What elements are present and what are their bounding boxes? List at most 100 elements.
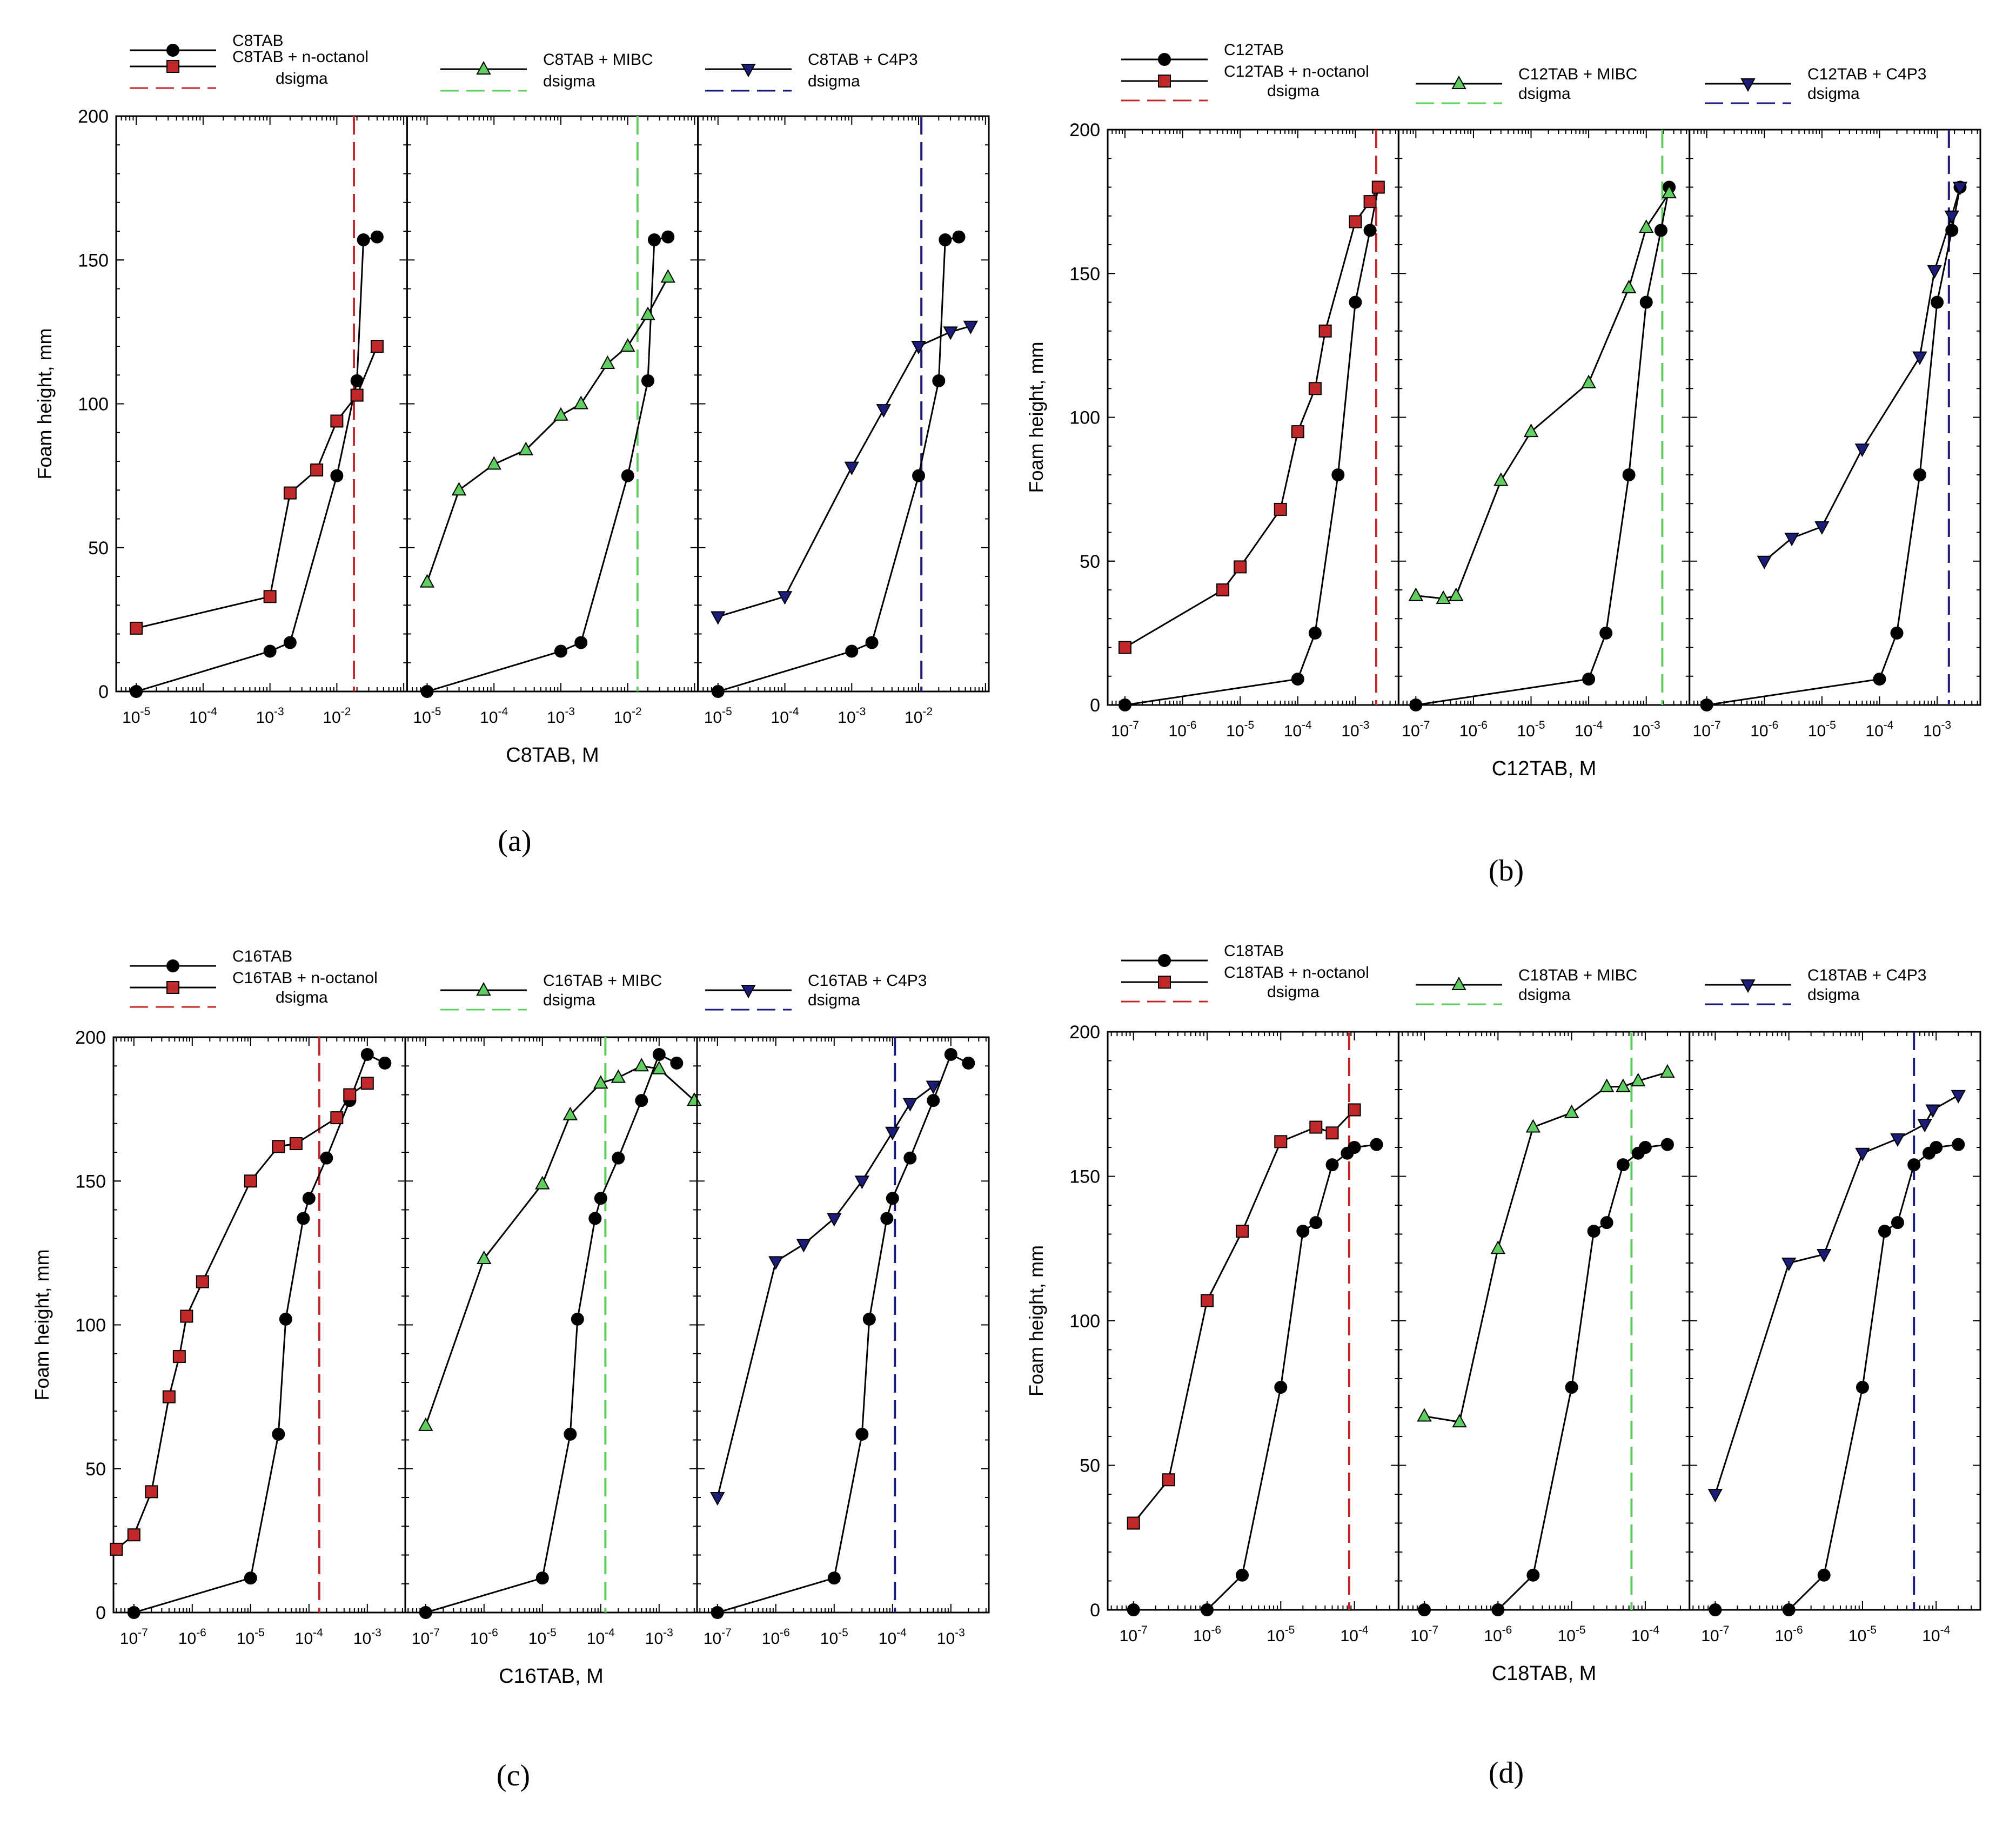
series-1-line (1133, 1109, 1355, 1524)
baseline-line (133, 1053, 385, 1614)
series-1-point-0 (110, 1542, 123, 1556)
series-3-point-6 (1944, 210, 1959, 224)
series-1-point-3 (162, 1390, 176, 1403)
series-1-point-2 (145, 1485, 158, 1499)
panel-frame (406, 115, 699, 693)
series-1-point-1 (1162, 1473, 1175, 1487)
x-tick-label: 10-6 (1750, 719, 1778, 740)
baseline-line (427, 236, 668, 693)
baseline-point-5 (1891, 1216, 1904, 1230)
baseline-point-1 (535, 1571, 549, 1585)
baseline-point-2 (1236, 1568, 1249, 1582)
baseline-point-6 (370, 230, 384, 244)
baseline-point-0 (1118, 698, 1131, 711)
baseline-point-4 (297, 1212, 310, 1225)
series-1-point-7 (1348, 1103, 1361, 1117)
baseline-point-4 (641, 374, 654, 387)
x-tick-label: 10-5 (122, 706, 150, 727)
x-tick-label: 10-2 (614, 706, 642, 727)
legend-dsigma-label: dsigma (1807, 85, 1860, 103)
series-3-point-7 (1952, 182, 1968, 196)
series-1-point-12 (360, 1077, 374, 1090)
legend-base-marker (166, 959, 179, 972)
baseline-point-3 (862, 1312, 876, 1326)
series-1-line (136, 346, 378, 629)
series-1-point-4 (1274, 1135, 1288, 1148)
series-3-point-0 (1707, 1489, 1723, 1503)
x-tick-label: 10-4 (1865, 719, 1893, 740)
baseline-point-2 (1526, 1568, 1540, 1582)
baseline-line (1416, 187, 1670, 706)
series-3-point-1 (768, 1256, 783, 1270)
x-tick-label: 10-2 (905, 706, 933, 727)
baseline-point-2 (855, 1427, 869, 1441)
series-1-point-10 (330, 1111, 344, 1125)
series-3-point-2 (844, 461, 859, 475)
series-2-point-5 (1599, 1078, 1615, 1092)
legend-dsigma-label: dsigma (276, 70, 328, 88)
baseline-line (1133, 1144, 1377, 1611)
baseline-point-1 (827, 1571, 841, 1585)
series-3-point-4 (1912, 351, 1927, 365)
baseline-point-0 (127, 1606, 140, 1619)
series-1-point-5 (1308, 382, 1322, 395)
baseline-point-1 (244, 1571, 257, 1585)
panel-1: 10-7 10-6 10-5 10-4 (1107, 1031, 1399, 1645)
y-tick-label: 200 (1069, 1022, 1100, 1043)
legend-series-1-marker (1158, 976, 1171, 989)
baseline-point-8 (1638, 1141, 1652, 1154)
series-3-point-2 (796, 1239, 812, 1253)
baseline-point-3 (1622, 468, 1636, 481)
y-tick-label: 0 (1090, 1600, 1100, 1621)
x-tick-label: 10-4 (587, 1627, 615, 1648)
x-tick-label: 10-7 (704, 1627, 732, 1648)
baseline-line (1124, 187, 1379, 706)
baseline-point-2 (564, 1427, 577, 1441)
baseline-point-0 (419, 1606, 432, 1619)
series-2-point-4 (593, 1075, 608, 1089)
legend-series-label: C8TAB + n-octanol (232, 48, 369, 66)
baseline-point-2 (865, 636, 879, 649)
x-tick-label: 10-6 (1169, 719, 1197, 740)
baseline-point-5 (647, 233, 661, 246)
legend-series-1-marker (166, 60, 179, 73)
baseline-point-3 (621, 469, 634, 482)
x-tick-label: 10-6 (762, 1627, 790, 1648)
x-tick-label: 10-5 (1848, 1624, 1877, 1645)
series-1-point-1 (1216, 583, 1230, 596)
x-tick-label: 10-7 (1693, 719, 1721, 740)
baseline-point-0 (420, 685, 434, 698)
caption: (c) (497, 1759, 530, 1792)
legend-series-3-marker (1740, 979, 1756, 993)
series-1-point-0 (130, 621, 143, 635)
baseline-point-5 (1363, 224, 1377, 237)
series-3-point-3 (876, 404, 892, 418)
baseline-point-6 (1616, 1158, 1630, 1172)
baseline-line (136, 236, 378, 693)
x-tick-label: 10-3 (353, 1627, 381, 1648)
baseline-point-5 (302, 1192, 316, 1205)
baseline-point-3 (1274, 1381, 1288, 1394)
series-2-point-2 (1490, 1240, 1506, 1254)
baseline-point-2 (1308, 626, 1322, 640)
y-tick-label: 50 (85, 1459, 106, 1480)
baseline-point-0 (130, 685, 143, 698)
baseline-point-2 (283, 636, 297, 649)
series-1-point-3 (1274, 502, 1287, 516)
panel-1: 10-5 10-4 10-3 10-2 (115, 115, 408, 727)
legend-dsigma-label: dsigma (1518, 85, 1571, 103)
x-tick-label: 10-3 (645, 1627, 673, 1648)
panel-2: 10-5 10-4 10-3 10-2 (406, 115, 699, 727)
series-1-point-4 (330, 414, 344, 428)
series-1-point-7 (1349, 215, 1362, 229)
x-tick-label: 10-4 (879, 1627, 907, 1648)
x-tick-label: 10-5 (237, 1627, 265, 1648)
legend-series-2-marker (476, 982, 491, 996)
legend: C12TAB C12TAB + n-octanol dsigma C12TAB + M… (1121, 41, 1926, 104)
x-tick-label: 10-5 (1267, 1624, 1295, 1645)
legend-dsigma-label: dsigma (543, 991, 595, 1009)
legend-series-label: C16TAB + C4P3 (808, 972, 927, 990)
series-3-point-6 (963, 320, 979, 334)
